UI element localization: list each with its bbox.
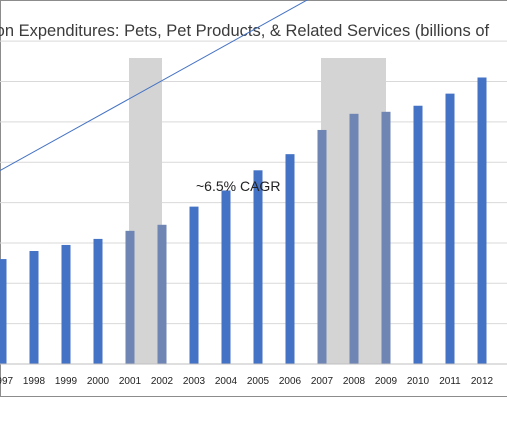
x-tick-label: 2005 — [247, 376, 270, 387]
bar — [381, 111, 391, 364]
x-tick-label: 2007 — [311, 376, 334, 387]
x-tick-label: 2002 — [151, 376, 174, 387]
bar — [61, 244, 71, 364]
x-tick-label: 2006 — [279, 376, 302, 387]
cagr-annotation: ~6.5% CAGR — [196, 178, 280, 194]
bar — [93, 238, 103, 364]
plot-area: 1997 1998 1999 2000 2001 2002 2003 2004 2005 2006… — [0, 0, 507, 387]
bar — [317, 129, 327, 364]
x-tick-label: 2009 — [375, 376, 398, 387]
bar — [157, 224, 167, 364]
x-tick-label: 2003 — [183, 376, 206, 387]
x-tick-label: 2008 — [343, 376, 366, 387]
bar — [285, 154, 295, 364]
chart-title: ion Expenditures: Pets, Pet Products, & … — [0, 22, 489, 40]
bar — [477, 77, 487, 365]
bar — [445, 93, 455, 365]
bar — [29, 251, 39, 364]
cagr-trendline — [0, 0, 309, 172]
x-tick-label: 2012 — [471, 376, 494, 387]
bar — [125, 230, 135, 364]
x-tick-label: 1999 — [55, 376, 78, 387]
x-tick-label: 2004 — [215, 376, 238, 387]
bar — [0, 259, 7, 364]
bar — [349, 113, 359, 364]
bar — [413, 105, 423, 364]
bar — [221, 190, 231, 364]
x-tick-label: 2001 — [119, 376, 142, 387]
x-tick-label: 2010 — [407, 376, 430, 387]
bar — [253, 170, 263, 364]
x-tick-label: 2011 — [439, 376, 461, 387]
x-tick-label: 2000 — [87, 376, 110, 387]
bar — [189, 206, 199, 364]
x-tick-label: 1997 — [0, 376, 14, 387]
x-tick-label: 1998 — [23, 376, 46, 387]
